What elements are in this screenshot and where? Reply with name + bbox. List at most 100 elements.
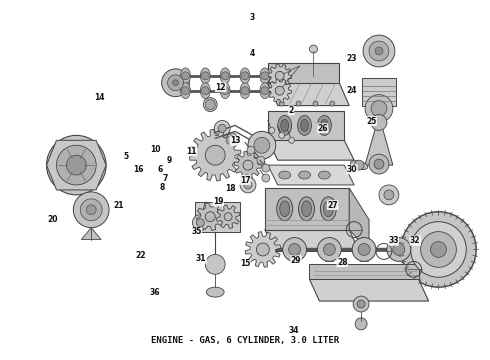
Circle shape: [352, 238, 376, 261]
Circle shape: [374, 159, 384, 169]
Circle shape: [262, 164, 270, 172]
Circle shape: [330, 101, 335, 106]
Ellipse shape: [260, 68, 270, 84]
Circle shape: [162, 69, 190, 96]
Ellipse shape: [350, 161, 368, 170]
Ellipse shape: [280, 201, 290, 217]
Circle shape: [201, 72, 209, 80]
Bar: [360, 238, 368, 261]
Polygon shape: [268, 79, 292, 103]
Ellipse shape: [240, 83, 250, 99]
Text: 36: 36: [150, 288, 160, 297]
Text: 18: 18: [225, 184, 236, 193]
Circle shape: [379, 185, 399, 205]
Text: 6: 6: [157, 165, 163, 174]
Ellipse shape: [180, 83, 191, 99]
Ellipse shape: [200, 68, 210, 84]
Polygon shape: [268, 83, 349, 105]
Polygon shape: [268, 64, 292, 88]
Text: 24: 24: [347, 86, 357, 95]
Ellipse shape: [200, 83, 210, 99]
Ellipse shape: [277, 197, 293, 221]
Text: 14: 14: [94, 93, 104, 102]
Circle shape: [80, 199, 102, 221]
Polygon shape: [268, 63, 339, 83]
Text: 33: 33: [388, 236, 398, 245]
Text: 16: 16: [133, 165, 143, 174]
Circle shape: [201, 87, 209, 95]
Circle shape: [353, 296, 369, 312]
Circle shape: [221, 72, 229, 80]
Text: 30: 30: [347, 165, 357, 174]
Polygon shape: [349, 188, 369, 251]
Circle shape: [241, 72, 249, 80]
Circle shape: [411, 222, 466, 277]
Circle shape: [205, 145, 225, 165]
Circle shape: [275, 86, 284, 95]
Circle shape: [247, 146, 255, 154]
Polygon shape: [268, 140, 354, 160]
Circle shape: [393, 243, 405, 255]
Circle shape: [355, 318, 367, 330]
Text: 10: 10: [150, 145, 160, 154]
Circle shape: [172, 80, 178, 86]
Text: 2: 2: [289, 106, 294, 115]
Circle shape: [221, 87, 229, 95]
Circle shape: [369, 41, 389, 61]
Circle shape: [261, 87, 269, 95]
Circle shape: [243, 160, 253, 170]
Polygon shape: [234, 151, 262, 179]
Text: 13: 13: [230, 136, 241, 145]
Text: 28: 28: [337, 258, 347, 267]
Text: 15: 15: [240, 260, 250, 269]
Ellipse shape: [279, 171, 291, 179]
Circle shape: [196, 219, 204, 227]
Text: 5: 5: [123, 152, 128, 161]
Circle shape: [279, 132, 285, 138]
Text: 26: 26: [318, 124, 328, 133]
Circle shape: [384, 190, 394, 200]
Bar: [362, 78, 396, 105]
Text: 25: 25: [366, 117, 377, 126]
Circle shape: [256, 243, 270, 256]
Circle shape: [254, 137, 270, 153]
Polygon shape: [265, 230, 359, 251]
Circle shape: [401, 212, 476, 287]
Circle shape: [86, 205, 96, 215]
Circle shape: [241, 87, 249, 95]
Circle shape: [387, 238, 411, 261]
Circle shape: [222, 132, 238, 148]
Circle shape: [365, 95, 393, 122]
Polygon shape: [196, 202, 240, 231]
Text: 17: 17: [240, 176, 250, 185]
Polygon shape: [216, 205, 240, 229]
Circle shape: [262, 174, 270, 182]
Polygon shape: [245, 231, 281, 267]
Circle shape: [354, 160, 364, 170]
Circle shape: [371, 100, 387, 117]
Circle shape: [226, 136, 234, 144]
Text: 7: 7: [162, 174, 168, 183]
Text: 11: 11: [186, 147, 197, 156]
Text: 27: 27: [327, 201, 338, 210]
Polygon shape: [47, 140, 106, 190]
Circle shape: [318, 238, 341, 261]
Circle shape: [47, 135, 106, 195]
Ellipse shape: [298, 171, 311, 179]
Bar: [291, 238, 298, 261]
Text: 35: 35: [191, 227, 201, 236]
Ellipse shape: [300, 120, 309, 131]
Circle shape: [357, 300, 365, 308]
Text: 32: 32: [410, 236, 420, 245]
Ellipse shape: [220, 68, 230, 84]
Circle shape: [214, 121, 230, 136]
Ellipse shape: [323, 201, 333, 217]
Text: 4: 4: [250, 49, 255, 58]
Circle shape: [289, 137, 294, 143]
Text: 20: 20: [48, 215, 58, 224]
Circle shape: [289, 243, 300, 255]
Circle shape: [168, 75, 183, 91]
Circle shape: [56, 145, 96, 185]
Circle shape: [420, 231, 456, 267]
Text: 23: 23: [347, 54, 357, 63]
